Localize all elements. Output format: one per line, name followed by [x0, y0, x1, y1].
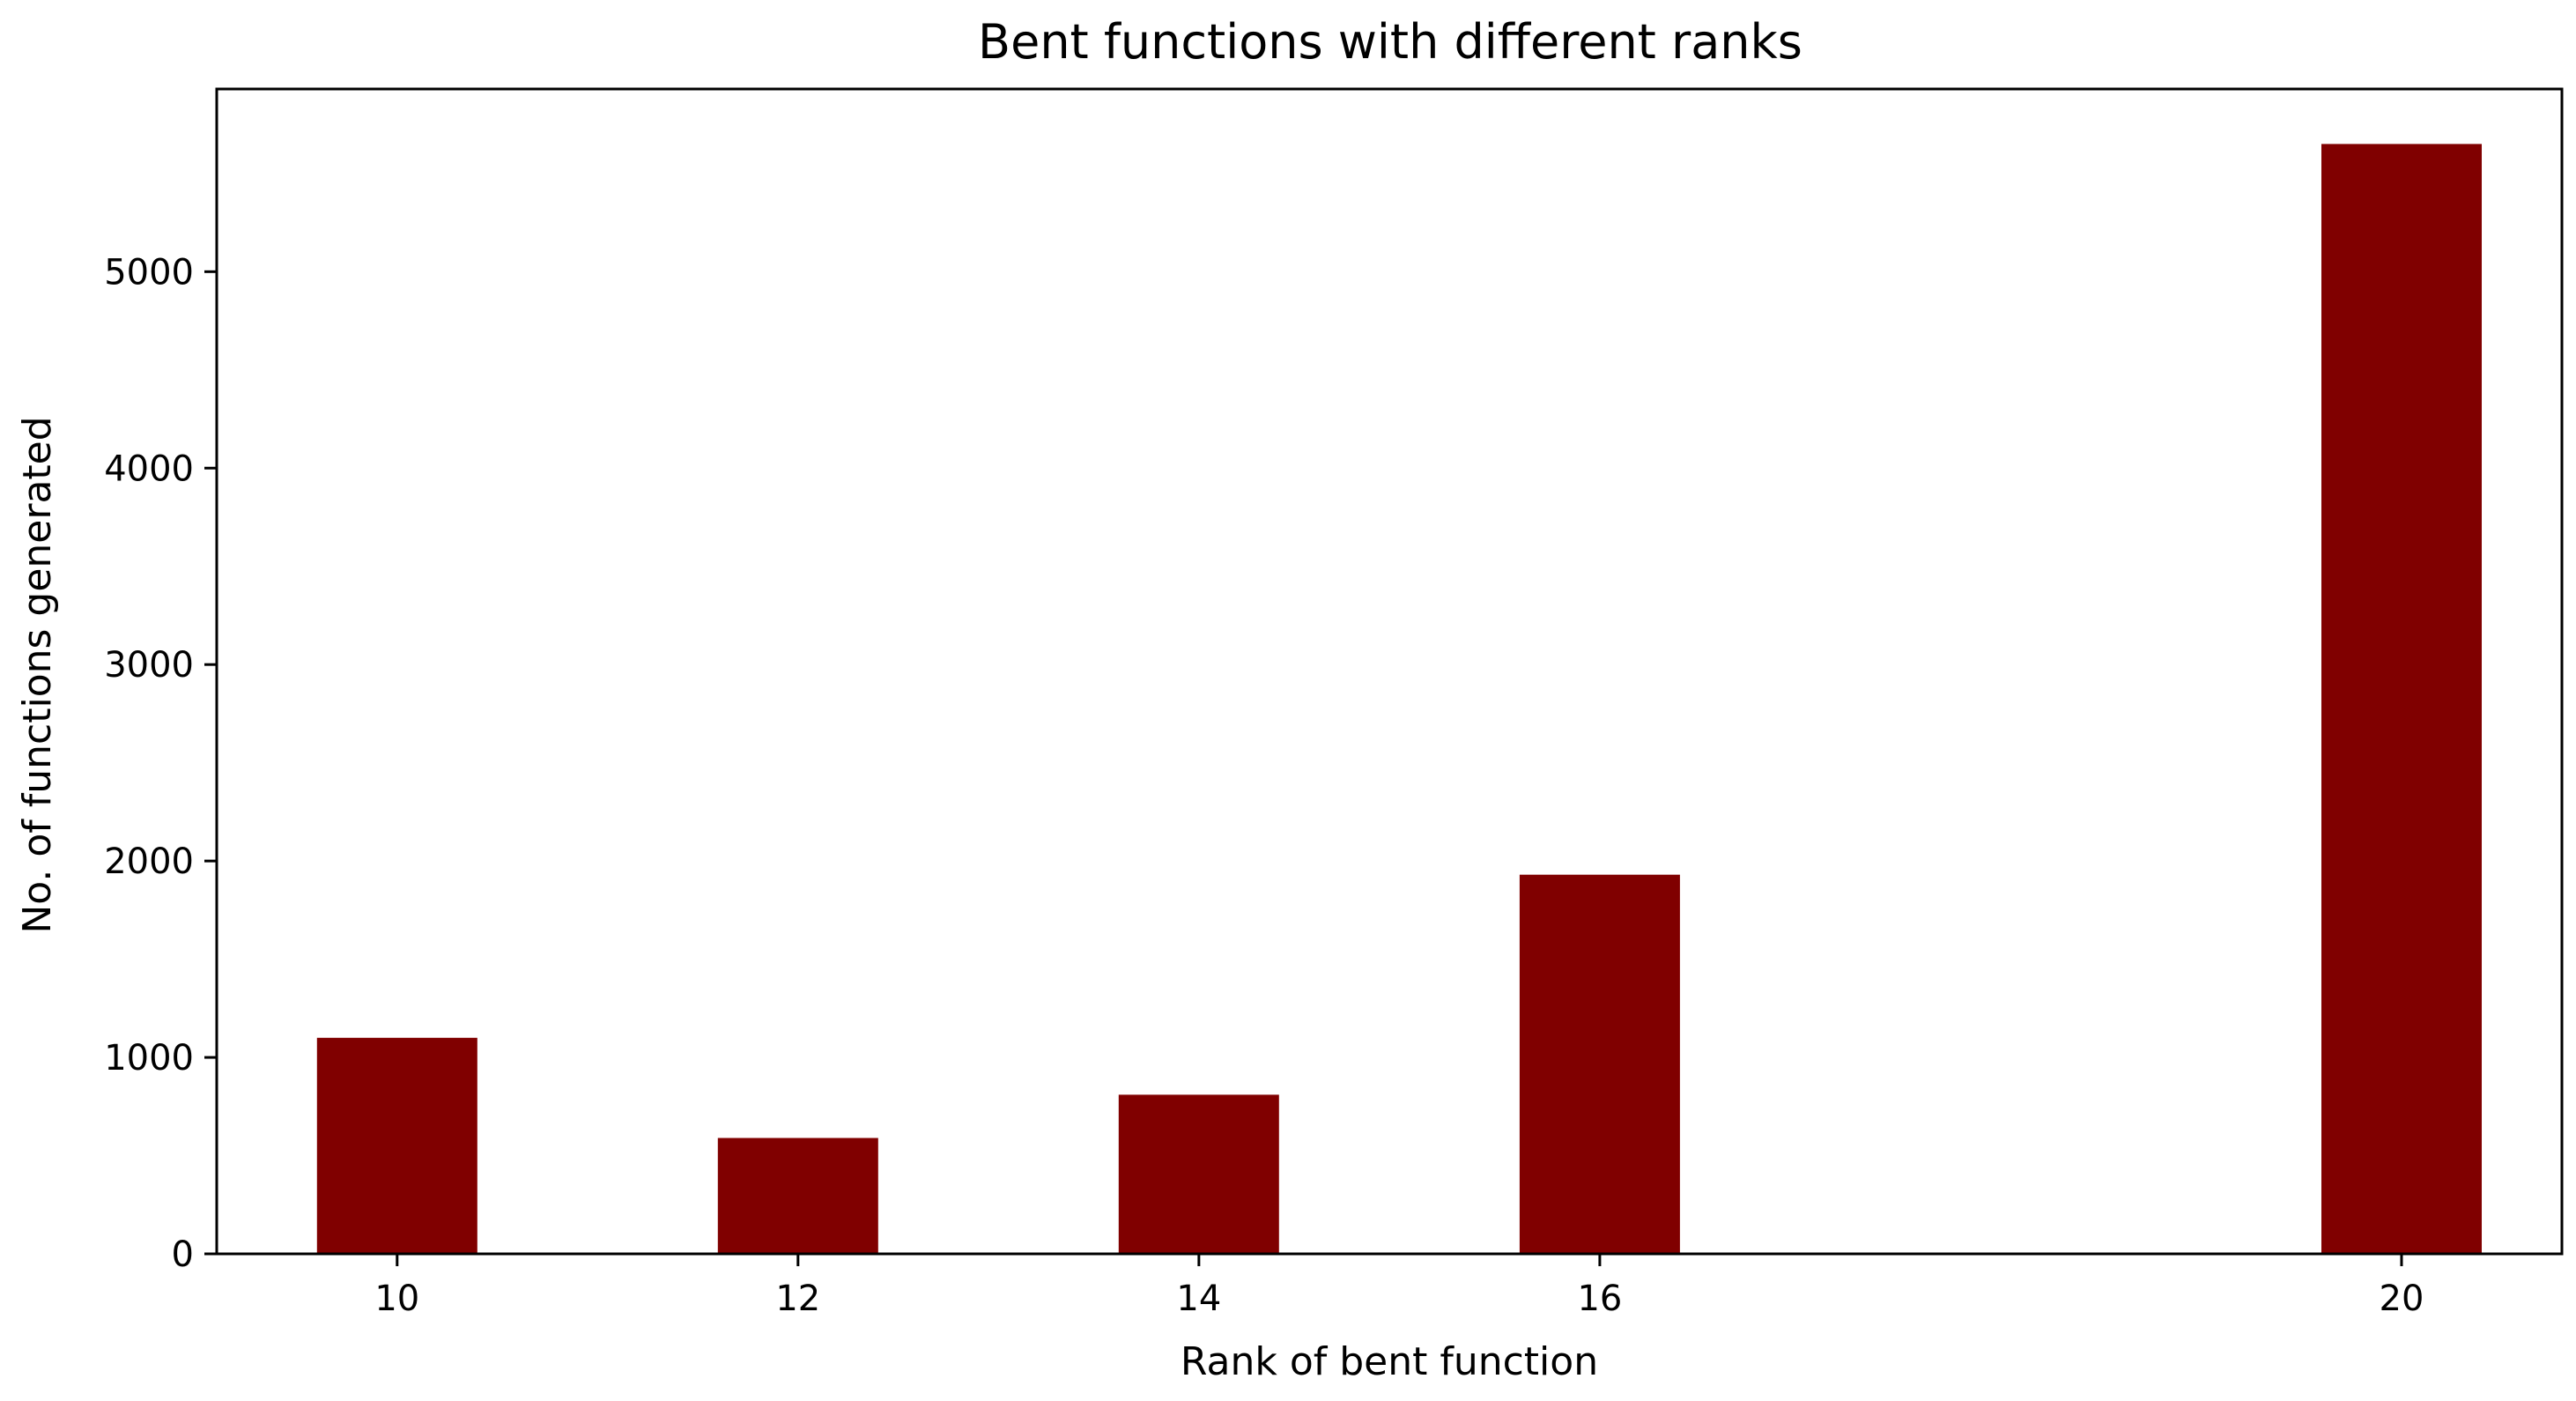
chart-title: Bent functions with different ranks [978, 14, 1802, 70]
y-tick-label: 3000 [104, 645, 194, 686]
bar-rank-10 [316, 1037, 477, 1254]
bars-layer [316, 144, 2482, 1254]
bar-rank-16 [1519, 874, 1680, 1254]
x-tick-label: 12 [775, 1279, 820, 1319]
bar-rank-20 [2321, 144, 2482, 1254]
x-axis-label: Rank of bent function [1181, 1339, 1598, 1384]
x-tick-label: 16 [1577, 1279, 1622, 1319]
x-tick-label: 20 [2380, 1279, 2424, 1319]
y-axis-label: No. of functions generated [15, 416, 60, 933]
y-tick-label: 1000 [104, 1038, 194, 1079]
y-tick-label: 2000 [104, 841, 194, 882]
y-axis-ticks: 0 1000 2000 3000 4000 5000 [104, 252, 217, 1275]
y-tick-label: 4000 [104, 448, 194, 489]
x-axis-ticks: 10 12 14 16 20 [374, 1254, 2424, 1319]
y-tick-label: 5000 [104, 252, 194, 293]
x-tick-label: 14 [1176, 1279, 1221, 1319]
bar-rank-14 [1118, 1094, 1279, 1254]
x-tick-label: 10 [374, 1279, 419, 1319]
plot-frame [215, 87, 2564, 1256]
bar-rank-12 [717, 1138, 878, 1254]
y-tick-label: 0 [172, 1234, 194, 1275]
